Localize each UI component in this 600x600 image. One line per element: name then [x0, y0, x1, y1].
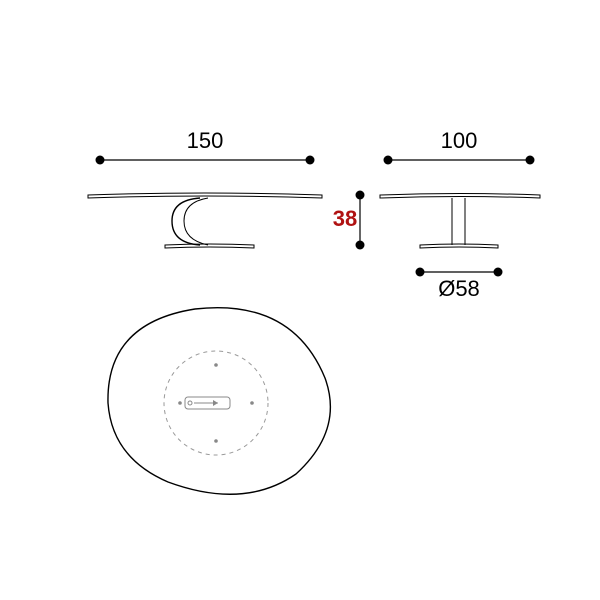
technical-drawing: 150 100 38 Ø58: [0, 0, 600, 600]
side-elevation: [88, 193, 322, 248]
plan-view: [108, 308, 330, 495]
dim-height-label: 38: [333, 206, 357, 231]
front-elevation: [380, 194, 540, 249]
dim-depth-label: 100: [441, 128, 478, 153]
dim-width: 150: [96, 128, 315, 165]
dim-depth: 100: [384, 128, 535, 165]
dim-base-diameter: Ø58: [416, 268, 503, 302]
dim-base-label: Ø58: [438, 276, 480, 301]
dim-height: 38: [333, 191, 365, 250]
dim-width-label: 150: [187, 128, 224, 153]
